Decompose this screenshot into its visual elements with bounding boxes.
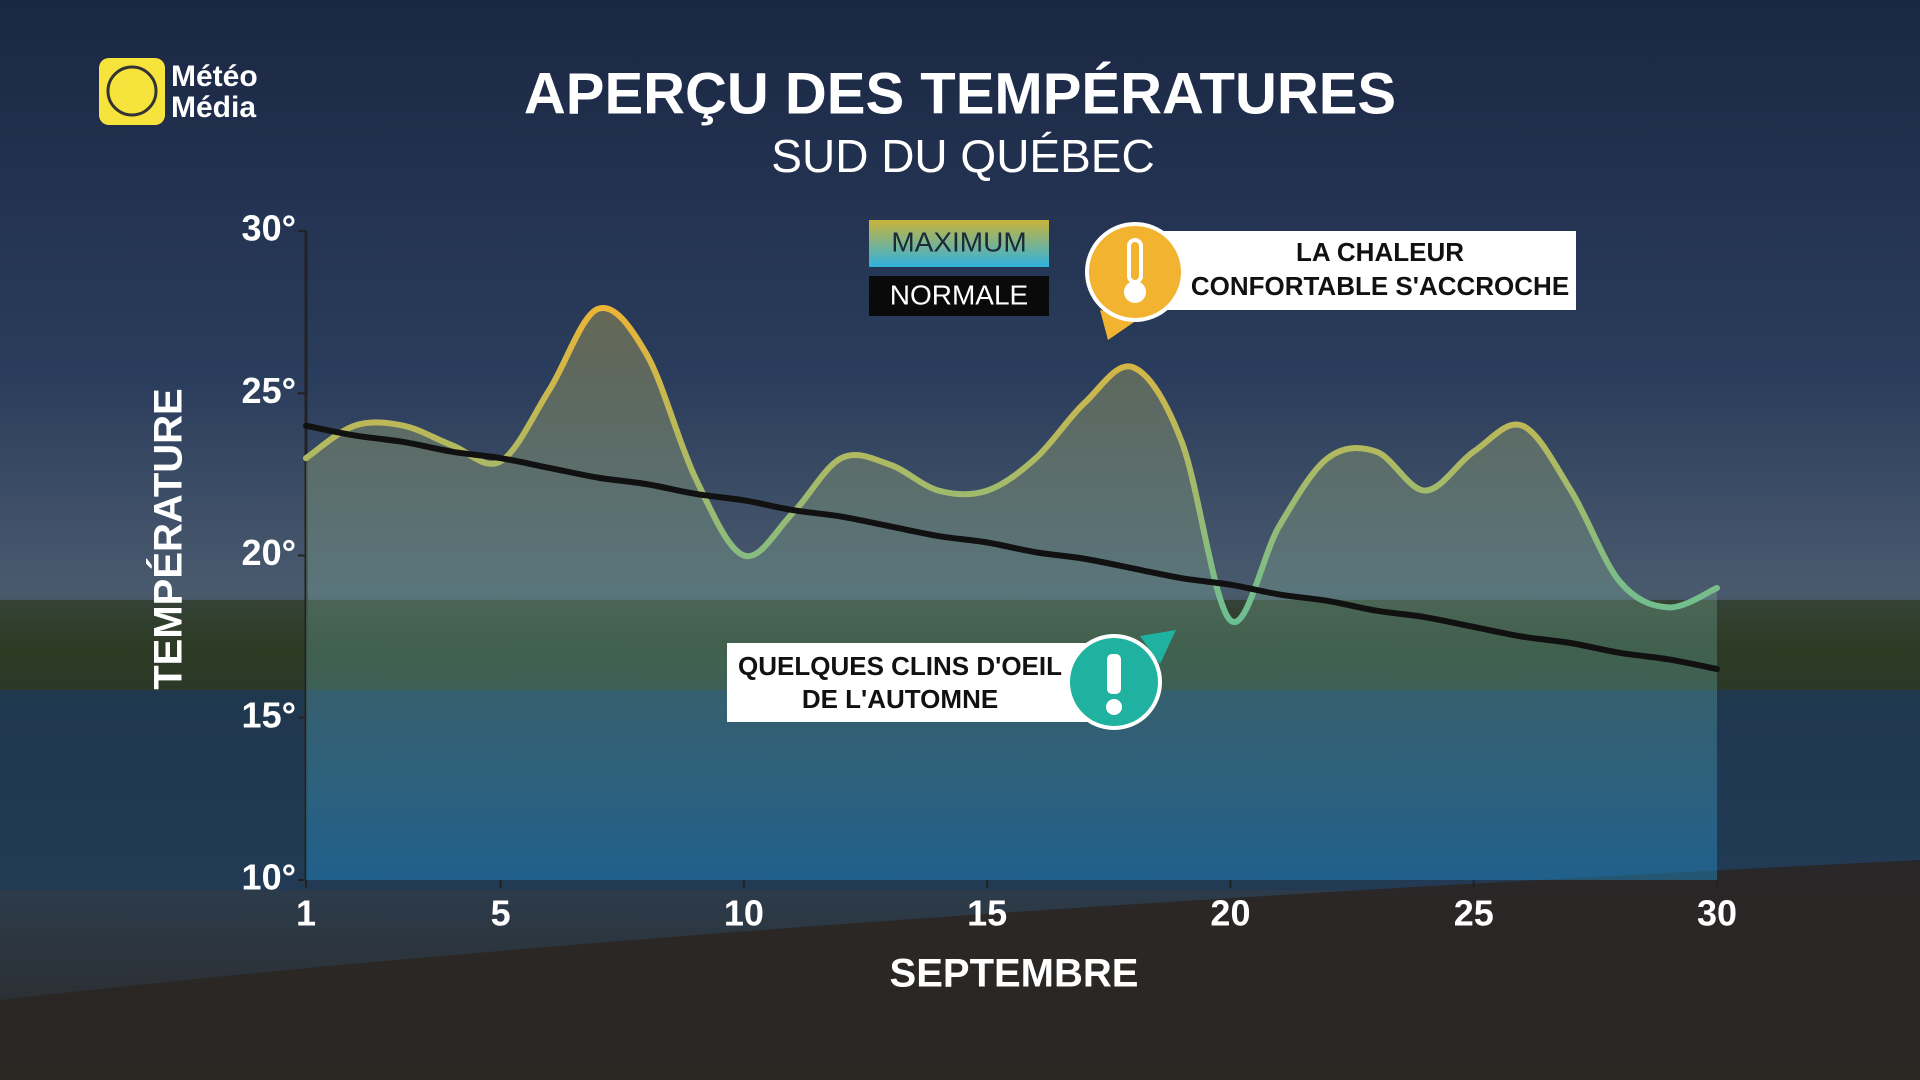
y-tick-label: 10° [242, 857, 296, 898]
x-tick-label: 10 [724, 893, 764, 934]
thermometer-bulb [1124, 281, 1146, 303]
chart-subtitle: SUD DU QUÉBEC [771, 130, 1154, 182]
legend-swatch [869, 220, 1049, 267]
plot-area: 10°15°20°25°30°1 5 10 15 20 25 30 [242, 208, 1737, 934]
x-tick-label: 5 [491, 893, 511, 934]
legend-label: NORMALE [890, 279, 1028, 310]
x-tick-label: 20 [1210, 893, 1250, 934]
callout-text: QUELQUES CLINS D'OEIL [738, 651, 1062, 681]
legend-label: MAXIMUM [891, 226, 1026, 257]
y-axis-label: TEMPÉRATURE [146, 388, 191, 689]
logo-text: Météo [171, 60, 258, 93]
callout-box [1157, 231, 1576, 310]
callout-text: CONFORTABLE S'ACCROCHE [1191, 271, 1569, 301]
y-tick-label: 20° [242, 532, 296, 573]
callout-text: LA CHALEUR [1296, 237, 1464, 267]
chart-title: APERÇU DES TEMPÉRATURES [524, 61, 1396, 126]
x-tick-label: 25 [1454, 893, 1494, 934]
y-tick-label: 30° [242, 208, 296, 249]
callout-box [727, 643, 1102, 722]
y-tick-label: 15° [242, 694, 296, 735]
line [303, 422, 1720, 673]
exclamation-icon [1107, 654, 1121, 694]
logo-globe [106, 65, 158, 117]
legend-swatch [869, 276, 1049, 316]
callout-tail [1140, 630, 1176, 664]
logo-text: Média [171, 91, 256, 124]
x-tick-label: 30 [1697, 893, 1737, 934]
shore [0, 860, 1920, 1080]
callout-icon [1085, 222, 1185, 322]
x-tick-label: 1 [296, 893, 316, 934]
x-axis-label: SEPTEMBRE [890, 952, 1139, 996]
callout-text: DE L'AUTOMNE [802, 684, 998, 714]
exclamation-dot [1106, 699, 1122, 715]
x-tick-label: 15 [967, 893, 1007, 934]
y-tick-label: 25° [242, 370, 296, 411]
line [303, 304, 1720, 626]
